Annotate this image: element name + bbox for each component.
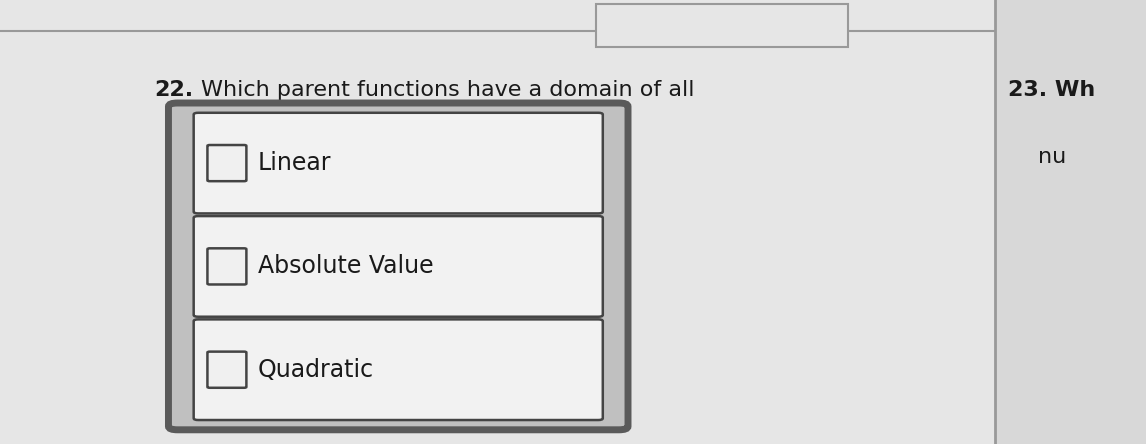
Bar (995, 0, 1146, 444)
Text: 22.: 22. (155, 80, 194, 100)
FancyBboxPatch shape (168, 103, 628, 430)
FancyBboxPatch shape (207, 145, 246, 181)
Text: Linear: Linear (258, 151, 331, 175)
Text: Which parent functions have a domain of all: Which parent functions have a domain of … (201, 80, 694, 100)
FancyBboxPatch shape (194, 216, 603, 317)
Text: 23. Wh: 23. Wh (1008, 80, 1096, 100)
Text: Quadratic: Quadratic (258, 358, 374, 382)
FancyBboxPatch shape (207, 352, 246, 388)
Text: nu: nu (1038, 147, 1067, 166)
FancyBboxPatch shape (194, 113, 603, 214)
FancyBboxPatch shape (194, 319, 603, 420)
Text: Absolute Value: Absolute Value (258, 254, 433, 278)
Text: real numbers?  Check all that apply.: real numbers? Check all that apply. (201, 147, 601, 166)
Bar (596, 4, 848, 47)
FancyBboxPatch shape (207, 248, 246, 285)
